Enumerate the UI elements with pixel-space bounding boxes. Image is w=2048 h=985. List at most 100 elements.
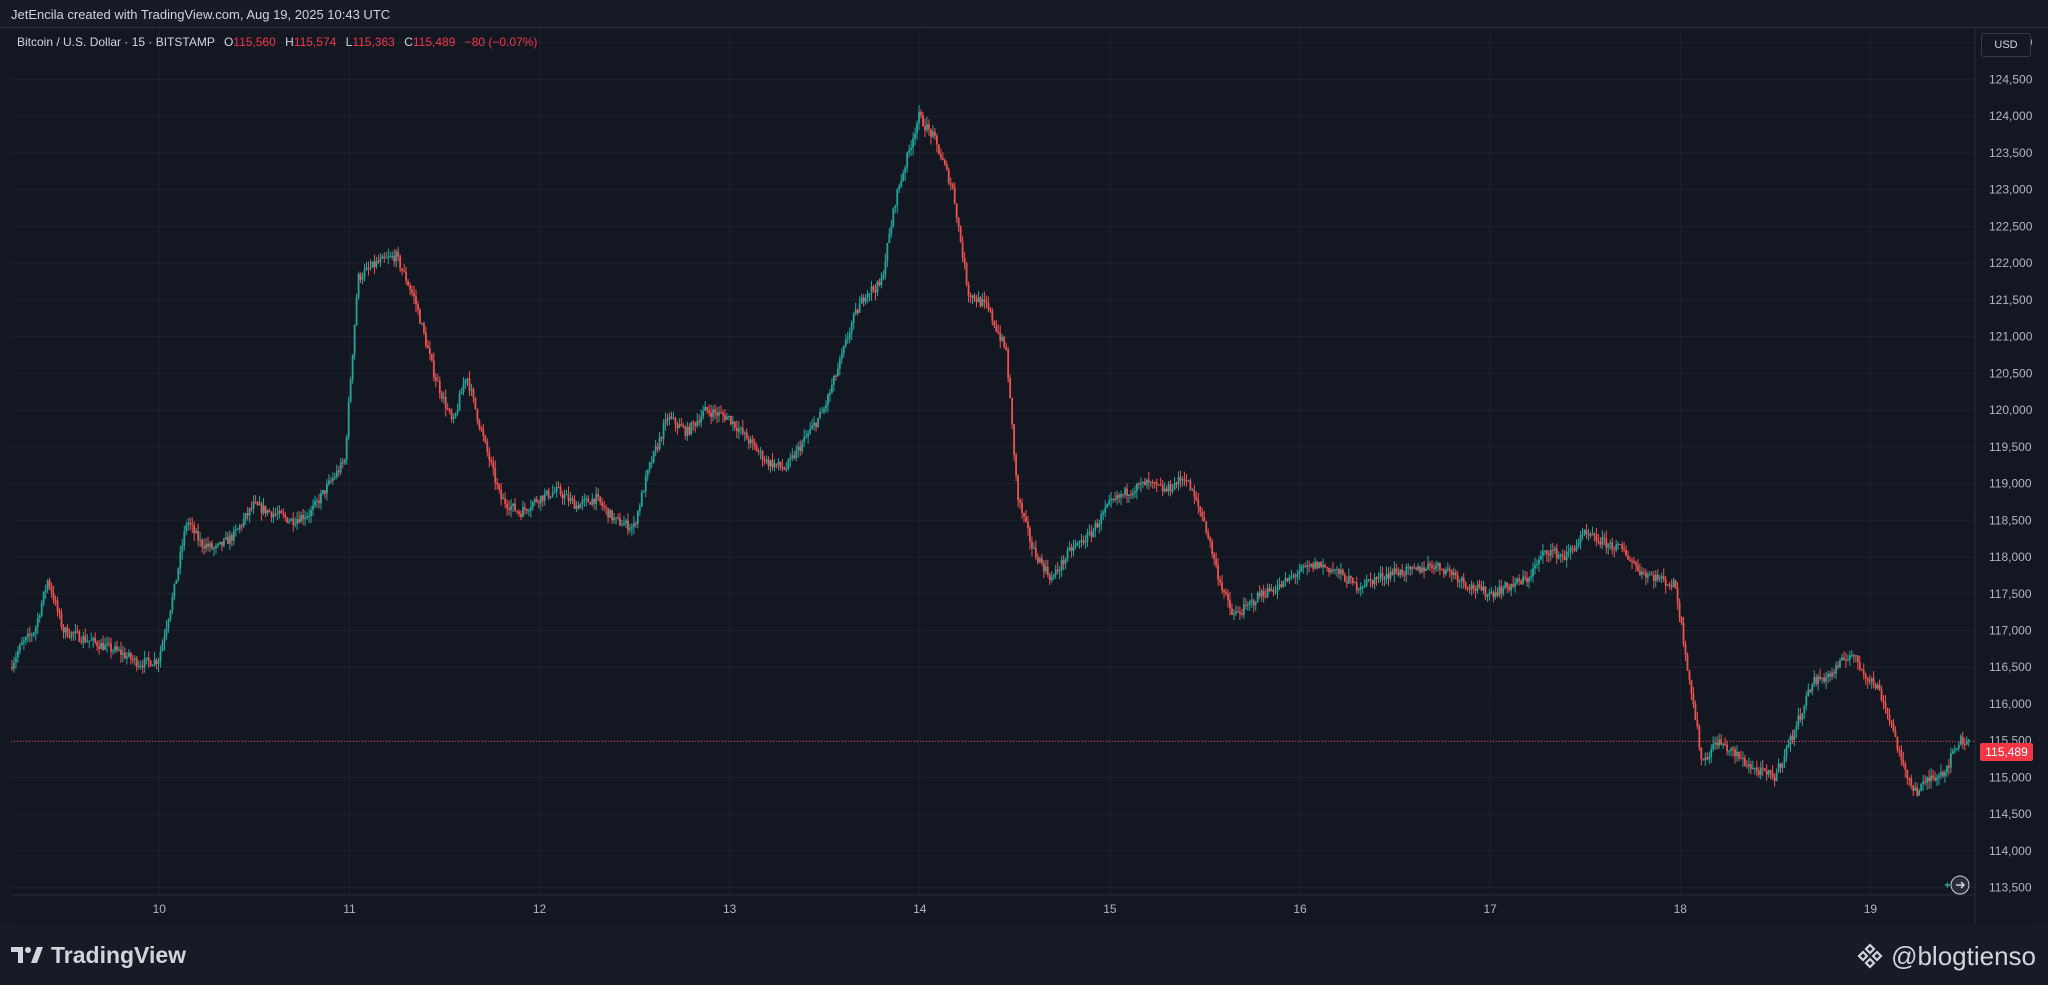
candle-up bbox=[1781, 762, 1784, 768]
candle-down bbox=[1688, 670, 1691, 681]
candle-up bbox=[460, 391, 463, 395]
candle-down bbox=[1183, 479, 1186, 481]
candle-up bbox=[896, 189, 899, 207]
candle-up bbox=[765, 459, 768, 462]
candle-down bbox=[1904, 764, 1907, 770]
candle-down bbox=[1328, 567, 1330, 573]
candle-up bbox=[1393, 568, 1396, 575]
candle-up bbox=[1132, 492, 1134, 495]
candle-down bbox=[1900, 750, 1903, 760]
candle-up bbox=[385, 257, 388, 259]
candle-up bbox=[1365, 579, 1368, 586]
candle-up bbox=[926, 124, 928, 131]
candle-up bbox=[1712, 743, 1715, 750]
candle-down bbox=[680, 424, 683, 427]
candle-down bbox=[599, 496, 602, 503]
candle-up bbox=[167, 619, 170, 628]
candle-down bbox=[1942, 772, 1944, 777]
candle-up bbox=[339, 462, 342, 473]
candle-up bbox=[1946, 765, 1948, 773]
candle-down bbox=[767, 459, 770, 467]
candle-down bbox=[476, 408, 479, 421]
candle-down bbox=[409, 285, 411, 290]
candle-down bbox=[1698, 726, 1701, 748]
candle-up bbox=[1957, 744, 1960, 749]
candle-up bbox=[30, 635, 33, 637]
candle-down bbox=[318, 500, 320, 504]
candle-up bbox=[1367, 579, 1370, 581]
candle-up bbox=[1452, 572, 1455, 576]
candle-down bbox=[1518, 578, 1521, 581]
candle-down bbox=[761, 451, 764, 461]
candle-up bbox=[1274, 591, 1277, 593]
candle-down bbox=[425, 332, 427, 346]
candle-up bbox=[1076, 542, 1079, 545]
candle-down bbox=[191, 524, 194, 526]
candle-up bbox=[44, 589, 47, 592]
candle-down bbox=[1621, 544, 1624, 549]
credit-text: JetEncila created with TradingView.com, … bbox=[11, 7, 391, 22]
candle-up bbox=[36, 618, 39, 628]
candle-up bbox=[1177, 477, 1180, 485]
tradingview-logo[interactable]: TradingView bbox=[11, 940, 186, 970]
candle-down bbox=[1221, 582, 1223, 591]
candle-up bbox=[173, 583, 176, 598]
candle-down bbox=[1211, 541, 1214, 555]
candle-up bbox=[1583, 529, 1586, 535]
candle-up bbox=[1841, 657, 1843, 661]
candle-down bbox=[405, 271, 408, 282]
candle-up bbox=[1054, 569, 1057, 576]
candle-down bbox=[226, 536, 229, 544]
candle-down bbox=[1643, 571, 1645, 573]
candle-down bbox=[446, 408, 449, 410]
candle-up bbox=[1775, 772, 1778, 782]
candle-up bbox=[106, 643, 108, 645]
candle-down bbox=[1268, 587, 1271, 592]
candle-down bbox=[500, 489, 503, 500]
candle-up bbox=[389, 256, 392, 258]
candle-down bbox=[763, 460, 766, 462]
scroll-to-realtime-icon[interactable] bbox=[1942, 874, 1972, 896]
candle-up bbox=[325, 484, 328, 494]
candle-down bbox=[1205, 521, 1208, 533]
candle-down bbox=[1025, 516, 1027, 522]
candle-down bbox=[1413, 567, 1416, 569]
candle-up bbox=[300, 515, 303, 523]
candle-up bbox=[1108, 500, 1111, 505]
candle-down bbox=[1815, 677, 1818, 684]
candle-up bbox=[555, 486, 558, 492]
candle-up bbox=[64, 627, 67, 633]
candle-down bbox=[440, 392, 443, 399]
candle-up bbox=[1793, 730, 1796, 740]
candle-down bbox=[1448, 568, 1451, 571]
candlestick-chart[interactable]: 113,500114,000114,500115,000115,500116,0… bbox=[11, 28, 2037, 924]
candle-down bbox=[1240, 613, 1243, 615]
candle-up bbox=[1116, 495, 1118, 500]
candle-down bbox=[1872, 678, 1875, 685]
candle-up bbox=[1383, 579, 1386, 581]
candle-up bbox=[312, 505, 314, 511]
open-value: 115,560 bbox=[233, 35, 276, 49]
candle-up bbox=[718, 412, 720, 416]
candle-down bbox=[1118, 495, 1120, 498]
candle-down bbox=[1910, 778, 1913, 786]
candle-down bbox=[1454, 572, 1457, 576]
candle-down bbox=[1524, 576, 1526, 579]
candle-up bbox=[26, 633, 29, 638]
candle-down bbox=[674, 417, 677, 425]
candle-down bbox=[567, 494, 570, 501]
candle-up bbox=[391, 255, 394, 257]
candle-up bbox=[888, 233, 891, 244]
candle-down bbox=[1040, 558, 1043, 564]
candle-up bbox=[327, 480, 330, 485]
candle-down bbox=[935, 135, 938, 145]
candle-up bbox=[17, 651, 19, 658]
candle-down bbox=[781, 466, 784, 469]
candle-up bbox=[232, 530, 235, 541]
candle-down bbox=[450, 411, 453, 420]
y-tick-label: 117,500 bbox=[1989, 587, 2032, 601]
candle-down bbox=[1130, 494, 1132, 496]
candle-up bbox=[125, 656, 128, 659]
candle-up bbox=[343, 459, 346, 464]
currency-button[interactable]: USD bbox=[1981, 33, 2031, 57]
